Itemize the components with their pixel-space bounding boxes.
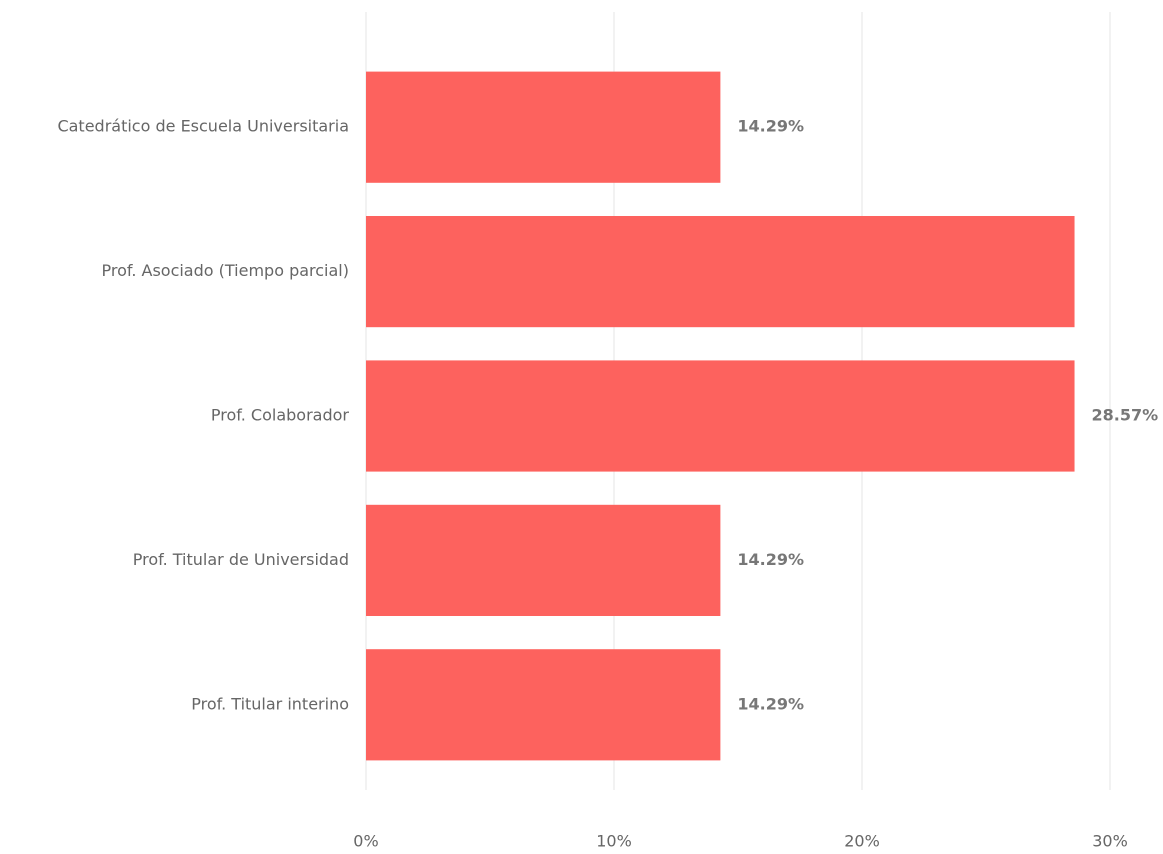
bar [366, 649, 721, 761]
data-label: 14.29% [737, 117, 804, 136]
y-tick-label: Catedrático de Escuela Universitaria [57, 117, 349, 136]
data-label: 14.29% [737, 694, 804, 713]
x-tick-label: 20% [844, 832, 880, 851]
bar [366, 216, 1075, 328]
x-tick-label: 10% [596, 832, 632, 851]
x-tick-label: 0% [353, 832, 378, 851]
bar [366, 71, 721, 183]
y-tick-label: Prof. Asociado (Tiempo parcial) [101, 261, 349, 280]
bar [366, 504, 721, 616]
y-tick-label: Prof. Titular interino [191, 694, 349, 713]
data-label: 14.29% [737, 550, 804, 569]
data-label: 28.57% [1092, 406, 1159, 425]
y-tick-label: Prof. Titular de Universidad [133, 550, 349, 569]
x-tick-label: 30% [1092, 832, 1128, 851]
bar [366, 360, 1075, 472]
y-tick-label: Prof. Colaborador [211, 406, 350, 425]
